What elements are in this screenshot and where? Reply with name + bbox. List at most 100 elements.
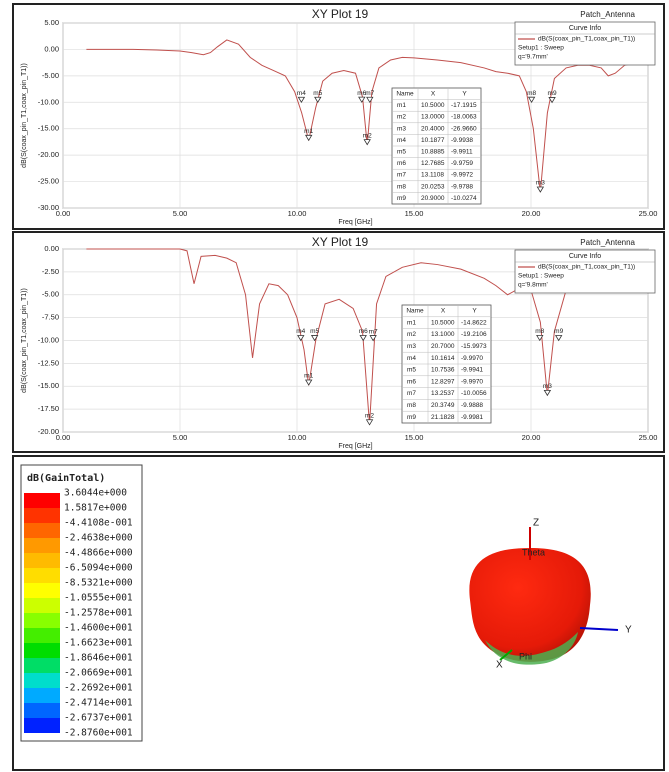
legend-note: Setup1 : Sweep [518,273,564,280]
legend-note: q='9.7mm' [518,54,548,61]
legend-note: Setup1 : Sweep [518,45,564,52]
color-swatch [24,493,60,508]
x-tick-label: 5.00 [173,209,188,218]
color-swatch [24,718,60,733]
project-label: Patch_Antenna [580,10,635,19]
table-cell: 13.0000 [421,114,445,121]
table-cell: 10.1877 [421,137,445,144]
table-cell: -9.9972 [451,172,473,179]
x-tick-label: 20.00 [522,209,541,218]
color-swatch [24,523,60,538]
table-cell: -10.0274 [451,195,477,202]
scale-label: -1.0555e+001 [64,593,133,604]
x-tick-label: 0.00 [56,433,71,442]
table-cell: m4 [407,355,416,362]
color-swatch [24,658,60,673]
x-tick-label: 10.00 [288,209,307,218]
y-tick-label: 5.00 [44,18,59,27]
scale-label: -2.2692e+001 [64,683,133,694]
table-cell: 20.3749 [431,402,455,409]
table-cell: m7 [397,172,406,179]
y-tick-label: -25.00 [38,177,59,186]
table-cell: -17.1915 [451,102,477,109]
gain-panel: dB(GainTotal) 3.6044e+0001.5817e+000-4.4… [13,456,664,770]
table-cell: 13.1108 [421,172,444,179]
xy-chart: XY Plot 19 Patch_Antenna dB(S(coax_pin_T1,… [13,4,664,229]
marker-label: m5 [310,328,319,335]
legend-title: Curve Info [569,253,601,260]
y-tick-label: 0.00 [44,44,59,53]
table-cell: m5 [407,367,416,374]
y-tick-label: -20.00 [38,150,59,159]
table-header: Name [396,91,414,98]
marker-label: m4 [297,90,306,97]
scale-label: -1.6623e+001 [64,638,133,649]
legend-label: dB(S(coax_pin_T1,coax_pin_T1)) [538,36,635,43]
table-header: X [441,308,446,315]
table-cell: m8 [397,183,406,190]
y-tick-label: -2.50 [42,267,59,276]
scale-label: -4.4866e+000 [64,548,133,559]
table-cell: -14.8622 [461,319,487,326]
y-axis-title: dB(S(coax_pin_T1,coax_pin_T1)) [21,288,28,393]
table-cell: -26.9660 [451,125,477,132]
table-cell: -9.9911 [451,149,473,156]
x-tick-label: 25.00 [639,209,658,218]
page: dB(GainTotal) 3.6044e+0001.5817e+000-4.4… [0,0,669,772]
legend-scale: 3.6044e+0001.5817e+000-4.4108e-001-2.463… [24,488,133,739]
y-tick-label: -15.00 [38,381,59,390]
table-cell: -15.9973 [461,343,487,350]
table-cell: 10.8885 [421,149,445,156]
color-swatch [24,583,60,598]
x-tick-label: 25.00 [639,433,658,442]
color-swatch [24,673,60,688]
y-tick-label: -10.00 [38,97,59,106]
scale-label: -2.0669e+001 [64,668,133,679]
table-cell: m5 [397,149,406,156]
table-cell: m6 [397,160,406,167]
chart-title: XY Plot 19 [312,7,369,21]
table-cell: 20.9000 [421,195,445,202]
table-cell: m2 [397,114,406,121]
x-tick-label: 15.00 [405,209,424,218]
y-tick-label: -5.00 [42,290,59,299]
marker-label: m5 [313,90,322,97]
legend-note: q='9.8mm' [518,282,548,289]
color-swatch [24,538,60,553]
table-cell: 20.7000 [431,343,455,350]
color-swatch [24,598,60,613]
xy-chart: XY Plot 19Patch_AntennadB(S(coax_pin_T1,… [13,232,664,452]
color-swatch [24,613,60,628]
scale-label: 1.5817e+000 [64,503,127,514]
color-swatch [24,688,60,703]
table-cell: 21.1828 [431,414,455,421]
table-cell: 10.5000 [431,319,455,326]
table-cell: m7 [407,390,416,397]
y-tick-label: -5.00 [42,71,59,80]
table-cell: m1 [407,319,416,326]
color-swatch [24,628,60,643]
color-swatch [24,643,60,658]
table-header: Name [406,308,424,315]
scale-label: -2.4638e+000 [64,533,133,544]
y-axis-label: Y [625,625,632,636]
x-axis-label: X [496,660,503,671]
color-swatch [24,568,60,583]
table-cell: -9.9981 [461,414,483,421]
scale-label: -6.5094e+000 [64,563,133,574]
table-header: Y [472,308,477,315]
legend-title: dB(GainTotal) [27,472,105,484]
table-cell: 10.5000 [421,102,445,109]
marker-label: m1 [304,373,313,380]
table-cell: 10.7536 [431,367,455,374]
table-cell: 20.0253 [421,183,445,190]
table-cell: m6 [407,378,416,385]
theta-label: Theta [522,547,545,557]
scale-label: -2.6737e+001 [64,713,133,724]
scale-label: -4.4108e-001 [64,518,133,529]
table-cell: 12.8297 [431,378,455,385]
y-tick-label: -17.50 [38,404,59,413]
table-cell: m2 [407,331,416,338]
scale-label: -1.8646e+001 [64,653,133,664]
table-cell: -19.2106 [461,331,487,338]
